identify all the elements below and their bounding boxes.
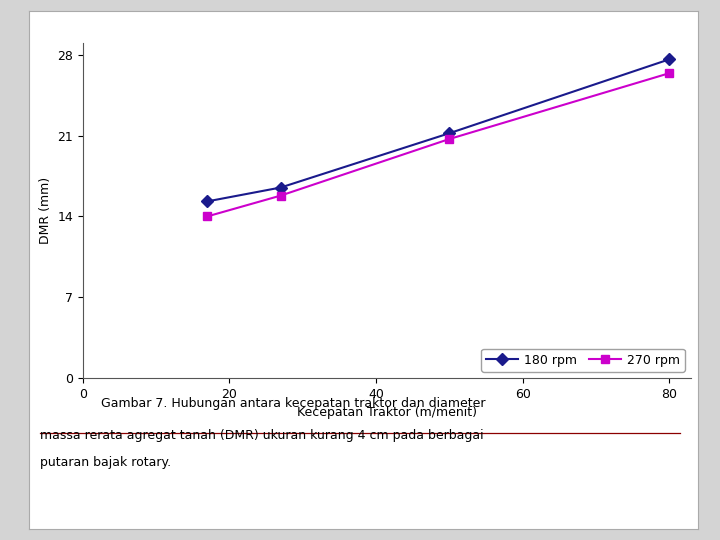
Text: putaran bajak rotary.: putaran bajak rotary. [40, 456, 171, 469]
180 rpm [665, 56, 673, 63]
Text: Gambar 7. Hubungan antara kecepatan traktor dan diameter: Gambar 7. Hubungan antara kecepatan trak… [101, 397, 485, 410]
270 rpm [203, 213, 212, 220]
270 rpm [276, 192, 285, 199]
270 rpm [665, 70, 673, 77]
180 rpm [276, 184, 285, 191]
270 rpm [445, 136, 454, 142]
Text: massa rerata agregat tanah (DMR) ukuran kurang 4 cm pada berbagai: massa rerata agregat tanah (DMR) ukuran … [40, 429, 483, 442]
Line: 180 rpm: 180 rpm [203, 55, 673, 206]
Line: 270 rpm: 270 rpm [203, 69, 673, 220]
Y-axis label: DMR (mm): DMR (mm) [39, 177, 52, 244]
X-axis label: Kecepatan Traktor (m/menit): Kecepatan Traktor (m/menit) [297, 406, 477, 419]
180 rpm [445, 130, 454, 137]
Legend: 180 rpm, 270 rpm: 180 rpm, 270 rpm [482, 349, 685, 372]
180 rpm [203, 198, 212, 205]
